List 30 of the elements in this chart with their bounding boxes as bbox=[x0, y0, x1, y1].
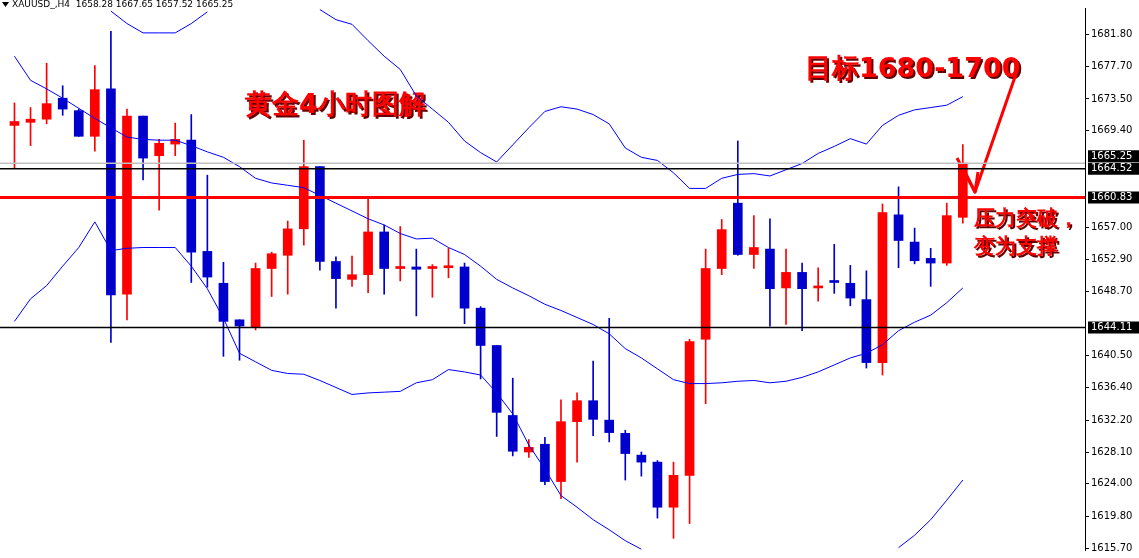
ref-line-label: 1665.25 bbox=[1091, 149, 1133, 161]
candlestick bbox=[829, 244, 840, 294]
text: 压力突破，变为支撑 bbox=[974, 205, 1080, 260]
annotation: 目标1680-1700 bbox=[805, 51, 1021, 85]
y-tick-label: 1619.80 bbox=[1091, 510, 1133, 522]
y-tick-label: 1673.50 bbox=[1091, 92, 1133, 104]
y-tick-label: 1636.40 bbox=[1091, 381, 1133, 393]
y-tick-label: 1648.70 bbox=[1091, 285, 1133, 297]
candlestick bbox=[347, 255, 357, 287]
y-tick-label: 1624.00 bbox=[1091, 477, 1133, 489]
y-tick-label: 1628.10 bbox=[1091, 445, 1133, 457]
chart-subtitle: XAUUSD_,H4 1658.28 1667.65 1657.52 1665.25 bbox=[12, 0, 234, 9]
y-tick-label: 1640.50 bbox=[1091, 349, 1133, 361]
candlestick bbox=[749, 215, 759, 269]
ref-line-label: 1660.83 bbox=[1091, 191, 1133, 203]
y-tick-label: 1632.20 bbox=[1091, 413, 1133, 425]
candlestick bbox=[411, 248, 422, 317]
candlestick bbox=[395, 226, 406, 282]
text: 黄金4小时图解 bbox=[245, 87, 426, 121]
y-tick-label: 1657.00 bbox=[1091, 220, 1133, 232]
y-tick-label: 1652.90 bbox=[1091, 252, 1133, 264]
ref-line-label: 1644.11 bbox=[1091, 321, 1133, 333]
candlestick bbox=[781, 248, 791, 325]
ref-line-label: 1664.52 bbox=[1091, 162, 1133, 174]
y-tick-label: 1615.70 bbox=[1091, 542, 1133, 554]
y-tick-label: 1677.70 bbox=[1091, 59, 1133, 71]
y-tick-label: 1681.80 bbox=[1091, 28, 1133, 40]
candlestick bbox=[604, 317, 615, 443]
y-tick-label: 1669.40 bbox=[1091, 124, 1133, 136]
candlestick bbox=[925, 247, 936, 287]
